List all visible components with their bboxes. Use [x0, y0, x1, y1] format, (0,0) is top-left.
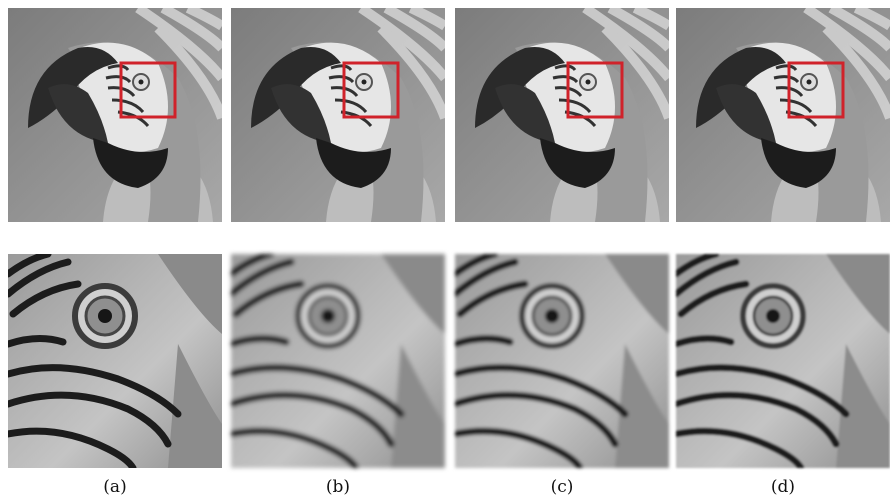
caption: (b) — [326, 477, 350, 497]
image-method-c — [455, 8, 669, 222]
caption: (a) — [103, 477, 126, 497]
image-method-b — [231, 8, 445, 222]
caption: (c) — [551, 477, 574, 497]
page: (a) (b) (c) (d) (() => { const data = JS… — [0, 0, 890, 503]
figure: (a) (b) (c) (d) — [0, 0, 890, 503]
zoom-method-d — [676, 254, 890, 468]
zoom-method-b — [231, 254, 445, 468]
image-method-d — [676, 8, 890, 222]
image-original — [8, 8, 222, 222]
caption: (d) — [771, 477, 795, 497]
zoom-method-c — [455, 254, 669, 468]
zoom-original — [8, 254, 222, 468]
